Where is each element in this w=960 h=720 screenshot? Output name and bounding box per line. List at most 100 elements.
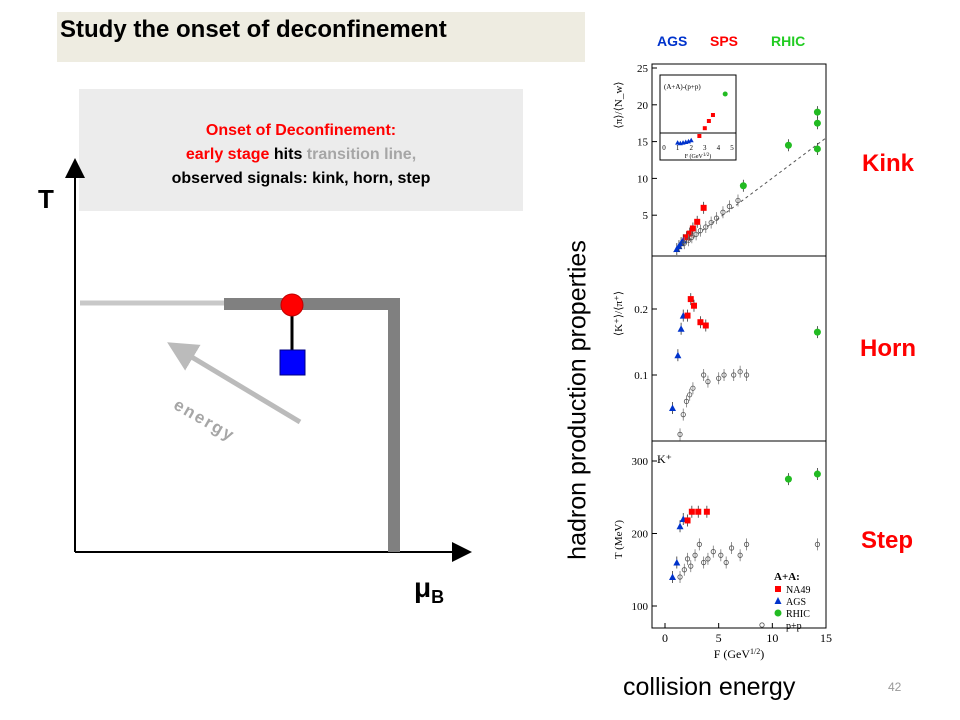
horn-label: Horn	[860, 335, 916, 362]
panel-step-annotation: K⁺	[657, 452, 672, 466]
panel-kink-pp-point-0	[681, 240, 687, 246]
panel-kink-inset-frame	[659, 74, 737, 161]
panel-step-pp-point-5	[696, 541, 702, 547]
panel-horn-pp-point-7	[716, 375, 722, 381]
panel-horn-na49-point-3	[697, 319, 704, 326]
panel-step-pp-point-11	[728, 545, 735, 551]
slide-title: Study the onset of deconfinement	[60, 16, 447, 43]
panel-horn-pp-point-9	[731, 372, 737, 378]
panel-step-pp-point-14	[814, 541, 821, 547]
panel-horn-ytick-label-0: 0.1	[634, 370, 648, 382]
panel-step-pp-point-6	[701, 559, 707, 566]
panel-horn-pp-point-1	[680, 411, 686, 418]
onset-transition-line: transition line,	[306, 146, 417, 163]
panel-step-ags-point-0	[669, 573, 677, 580]
panel-step-ytick-label-2: 300	[632, 456, 649, 468]
energy-arrow	[167, 342, 302, 425]
panel-kink-inset-na49-point-2	[706, 119, 711, 123]
panel-horn-rhic-point-0	[813, 328, 821, 336]
step-label: Step	[861, 527, 914, 554]
panel-step-na49-point-1	[688, 508, 695, 515]
panel-step-legend-entry-1: AGS	[786, 597, 806, 608]
panel-kink-ytick-label-2: 15	[637, 137, 649, 149]
freeze-out-square	[279, 349, 306, 376]
panel-step-xlabel: F (GeV1/2)	[714, 647, 765, 662]
panel-step-pp-point-10	[723, 559, 729, 566]
onset-hits: hits	[269, 146, 307, 163]
panel-step-rhic-point-0	[784, 475, 792, 483]
onset-line-3: observed signals: kink, horn, step	[171, 170, 431, 187]
panel-kink-inset-na49-point-1	[702, 126, 707, 131]
panel-step-pp-point-7	[705, 556, 711, 562]
panel-step-legend-entry-3: p+p	[786, 621, 802, 632]
panel-step-legend-entry-2: RHIC	[786, 609, 810, 620]
onset-box	[79, 89, 523, 211]
panel-kink-ytick-label-3: 20	[637, 100, 649, 112]
panel-step-legend-mark-3	[759, 622, 765, 628]
panel-step-xtick-label-1: 5	[716, 631, 722, 645]
mu-symbol: μ	[414, 572, 432, 603]
panel-horn-na49-point-0	[684, 312, 691, 319]
panel-horn-ylabel: ⟨K⁺⟩/⟨π⁺⟩	[613, 291, 625, 336]
panel-step-ags-point-2	[676, 522, 684, 530]
panel-step-legend-mark-0	[775, 586, 781, 592]
panel-horn-ags-point-1	[674, 351, 682, 359]
panel-kink-inset-xtick-0: 0	[662, 144, 666, 152]
panel-horn-pp-point-4	[690, 385, 696, 391]
panel-kink-inset-xtick-1: 1	[676, 144, 680, 152]
panel-kink-inset-xtick-5: 5	[730, 144, 734, 152]
panel-kink-ags-point-3	[679, 236, 687, 244]
panel-kink-na49-point-0	[683, 234, 690, 241]
panel-horn-pp-point-0	[677, 431, 683, 437]
panel-step-legend-entry-0: NA49	[786, 585, 810, 596]
panel-kink-rhic-point-1	[784, 141, 792, 149]
panel-step-legend-mark-2	[774, 609, 782, 617]
panel-kink-pp-point-7	[713, 215, 720, 221]
panel-horn-na49-point-2	[690, 302, 697, 309]
panel-kink-pp-point-3	[693, 231, 699, 237]
panel-kink-inset-xtick-3: 3	[703, 144, 707, 152]
panel-kink-inset-ags-point-4	[685, 138, 691, 144]
panel-horn-na49-point-4	[702, 322, 709, 329]
panel-kink-rhic-point-3	[813, 119, 821, 127]
panel-kink-fit-line	[673, 137, 827, 253]
legend-sps: SPS	[710, 33, 739, 49]
energy-dependence-plots: 5 10 15 20 25 ⟨π⟩/⟨N_w⟩ (A+A)-(p+p) 0 1 2 3 4 5 F (Ge…	[613, 63, 832, 662]
panel-horn-ags-point-0	[669, 404, 677, 411]
panel-step-ags-point-1	[673, 559, 681, 566]
panel-step-rhic-point-1	[813, 470, 821, 478]
panel-step-na49-point-2	[695, 508, 702, 515]
panel-step-xtick-label-3: 15	[820, 631, 832, 645]
panel-horn-ags-point-2	[677, 325, 685, 332]
panel-kink-ylabel: ⟨π⟩/⟨N_w⟩	[613, 81, 625, 128]
title-bar	[57, 12, 585, 62]
legend-rhic: RHIC	[771, 33, 806, 49]
panel-step-pp-point-12	[737, 552, 743, 558]
panel-kink-inset-xtick-4: 4	[717, 144, 721, 152]
panel-kink-inset-xlabel: F (GeV1/2)	[685, 153, 712, 161]
mu-subscript: B	[431, 587, 445, 607]
onset-title: Onset of Deconfinement:	[205, 122, 397, 139]
panel-kink-na49-point-2	[689, 225, 696, 232]
panel-kink-pp-point-4	[697, 228, 704, 234]
slide-number: 42	[888, 680, 902, 694]
onset-line-2: early stage hits transition line,	[79, 146, 523, 164]
panel-kink-pp-point-9	[726, 203, 732, 209]
panel-kink-pp-point-10	[735, 197, 741, 204]
panel-horn-pp-point-3	[687, 392, 693, 398]
panel-step-frame	[651, 440, 827, 629]
kink-label: Kink	[862, 150, 915, 177]
panel-kink-na49-point-1	[686, 230, 693, 237]
onset-early-stage: early stage	[185, 146, 270, 163]
panel-step-na49-point-3	[703, 508, 710, 515]
panel-kink-inset-ags-point-5	[688, 137, 694, 143]
panel-kink-pp-point-5	[703, 224, 709, 230]
t-axis-label: T	[38, 184, 54, 214]
panel-step-ylabel: T (MeV)	[613, 520, 625, 560]
panel-kink-ytick-label-4: 25	[637, 63, 649, 75]
panel-kink-pp-point-2	[689, 234, 695, 240]
panel-step-pp-point-8	[710, 549, 716, 555]
panel-horn-pp-point-10	[737, 369, 743, 375]
panel-kink-na49-point-3	[694, 218, 701, 225]
panel-kink-pp-point-6	[708, 219, 714, 226]
